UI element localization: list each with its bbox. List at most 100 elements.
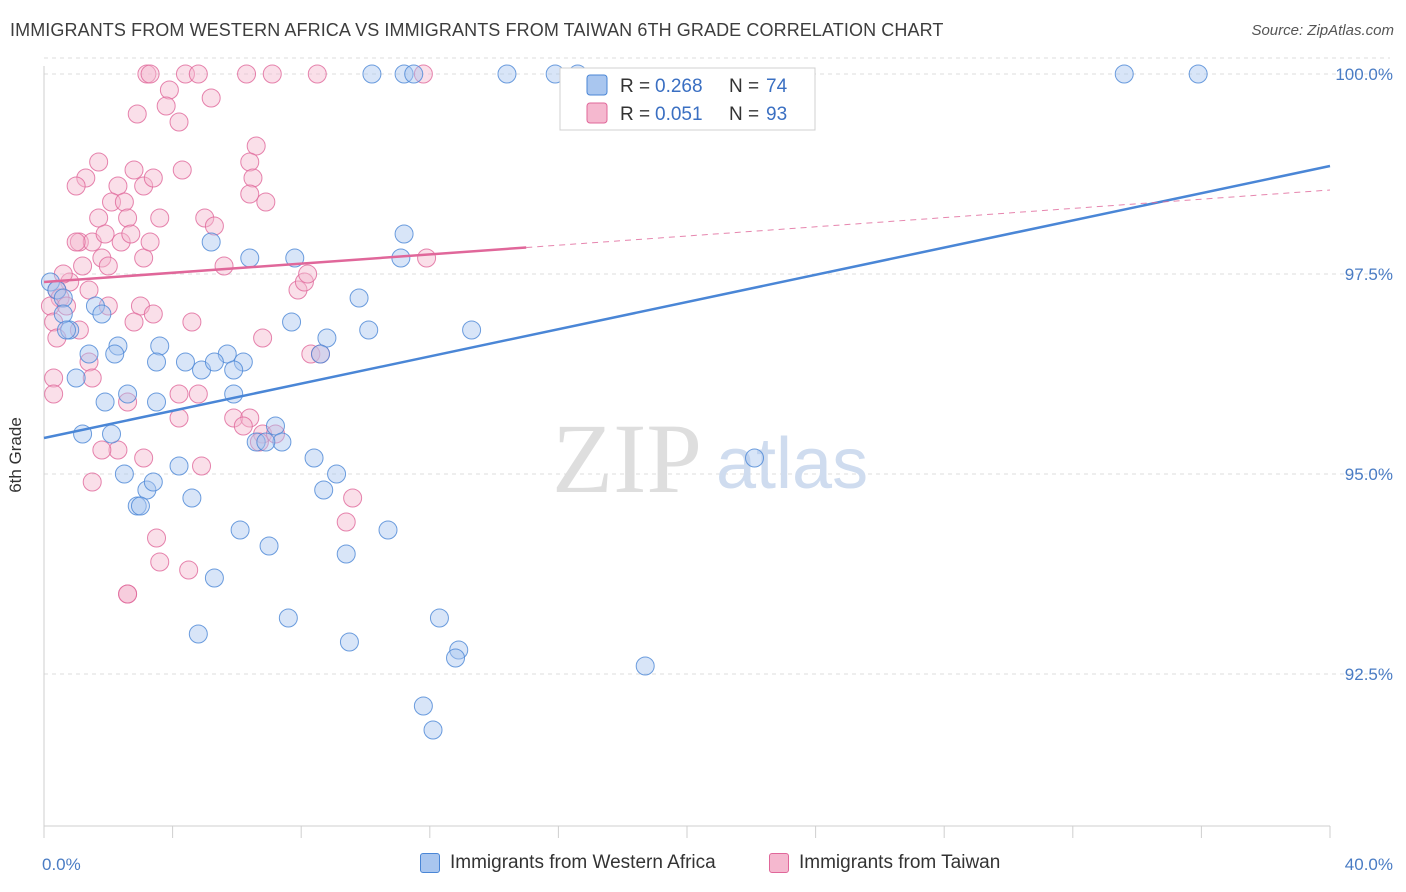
taiwan-point [169, 112, 189, 132]
watermark-atlas: atlas [716, 424, 868, 504]
taiwan-point [73, 256, 93, 276]
taiwan-point [262, 64, 282, 84]
western-africa-point [1114, 64, 1134, 84]
western-africa-point [150, 336, 170, 356]
taiwan-point [79, 352, 99, 372]
western-africa-point [336, 544, 356, 564]
taiwan-point [66, 232, 86, 252]
western-africa-point [147, 392, 167, 412]
taiwan-point [195, 208, 215, 228]
taiwan-point [413, 64, 433, 84]
western-africa-point [85, 296, 105, 316]
western-africa-point [57, 320, 77, 340]
western-africa-point [394, 224, 414, 244]
western-africa-point [310, 344, 330, 364]
taiwan-point [82, 368, 102, 388]
taiwan-point [214, 256, 234, 276]
taiwan-point [288, 280, 308, 300]
western-africa-point [423, 720, 443, 740]
western-africa-point [259, 536, 279, 556]
western-africa-point [188, 624, 208, 644]
western-africa-point [137, 480, 157, 500]
taiwan-point [121, 224, 141, 244]
taiwan-point [150, 552, 170, 572]
western-africa-point [362, 64, 382, 84]
taiwan-point [188, 64, 208, 84]
taiwan-point [98, 256, 118, 276]
taiwan-point [134, 248, 154, 268]
taiwan-point [108, 440, 128, 460]
western-africa-point [102, 424, 122, 444]
taiwan-point [246, 136, 266, 156]
taiwan-point [79, 280, 99, 300]
western-africa-point [462, 320, 482, 340]
taiwan-point [140, 232, 160, 252]
taiwan-point [237, 64, 257, 84]
western-africa-point [317, 328, 337, 348]
legend-n-label-2: N = [729, 104, 759, 125]
taiwan-point [301, 344, 321, 364]
tick-labels: 100.0% 97.5% 95.0% 92.5% 0.0% 40.0% [42, 65, 1393, 874]
western-africa-point [497, 64, 517, 84]
western-africa-point [143, 472, 163, 492]
western-africa-point [429, 608, 449, 628]
western-africa-point [169, 456, 189, 476]
legend-n-value-1: 74 [766, 76, 788, 97]
western-africa-point [304, 448, 324, 468]
x-tick-label: 0.0% [42, 855, 81, 874]
western-africa-point [635, 656, 655, 676]
taiwan-point [76, 168, 96, 188]
legend-swatch-pink [586, 102, 608, 124]
taiwan-point [143, 304, 163, 324]
taiwan-point [111, 232, 131, 252]
taiwan-point [265, 424, 285, 444]
western-africa-point [118, 384, 138, 404]
taiwan-point [150, 208, 170, 228]
taiwan-point [336, 512, 356, 532]
x-tick-label: 40.0% [1345, 855, 1393, 874]
western-africa-point [66, 368, 86, 388]
taiwan-point [127, 104, 147, 124]
western-africa-point [314, 480, 334, 500]
western-africa-point [339, 632, 359, 652]
legend-n-value-2: 93 [766, 104, 787, 125]
western-africa-point [745, 448, 765, 468]
western-africa-point [79, 344, 99, 364]
western-africa-point [147, 352, 167, 372]
legend-r-value-1: 0.268 [655, 76, 703, 97]
legend-r-value-2: 0.051 [655, 104, 703, 125]
taiwan-point [201, 88, 221, 108]
western-africa-point [175, 352, 195, 372]
taiwan-point [240, 152, 260, 172]
western-africa-point [95, 392, 115, 412]
watermark-zip: ZIP [552, 403, 702, 514]
bottom-legend-swatch-blue [420, 853, 440, 873]
taiwan-point [307, 64, 327, 84]
axes [43, 66, 1331, 838]
western-africa-point [265, 416, 285, 436]
bottom-legend-label-taiwan: Immigrants from Taiwan [799, 852, 1001, 873]
taiwan-point [343, 488, 363, 508]
trend-line-taiwan [43, 246, 527, 284]
western-africa-point [204, 568, 224, 588]
taiwan-point [240, 408, 260, 428]
western-africa-point [224, 360, 244, 380]
taiwan-point [124, 312, 144, 332]
western-africa-point [92, 304, 112, 324]
taiwan-point [44, 368, 64, 388]
trend-lines [43, 164, 1331, 440]
taiwan-point [188, 384, 208, 404]
taiwan-point [92, 248, 112, 268]
legend-box: R = 0.268 N = 74 R = 0.051 N = 93 [559, 67, 816, 131]
western-africa-point [349, 288, 369, 308]
taiwan-point [118, 392, 138, 412]
western-africa-point [240, 248, 260, 268]
western-africa-point [182, 488, 202, 508]
taiwan-point [124, 160, 144, 180]
taiwan-point [134, 176, 154, 196]
bottom-legend-label-western-africa: Immigrants from Western Africa [450, 852, 716, 873]
taiwan-point [159, 80, 179, 100]
y-tick-label: 100.0% [1335, 65, 1393, 84]
western-africa-point [246, 432, 266, 452]
western-africa-point [272, 432, 292, 452]
